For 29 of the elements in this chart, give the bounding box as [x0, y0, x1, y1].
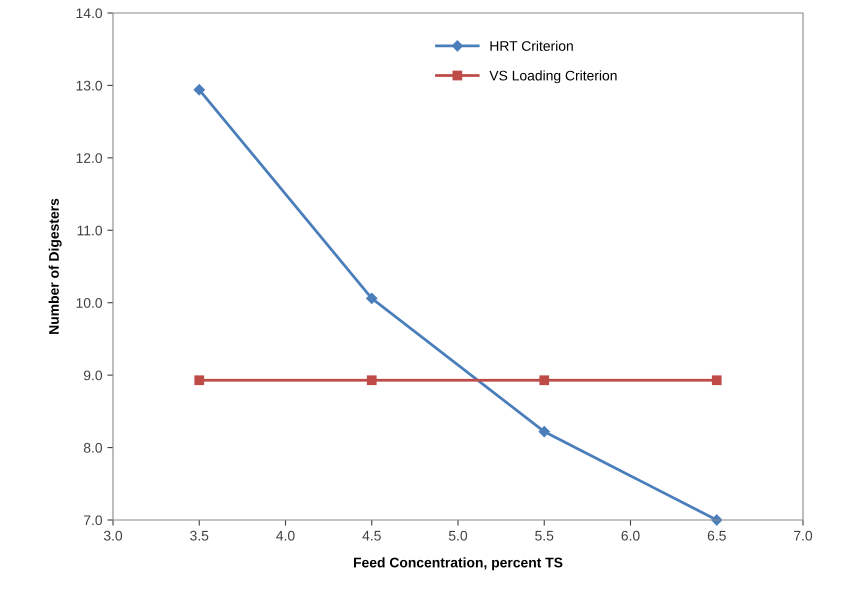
legend-label: HRT Criterion: [490, 40, 573, 51]
y-tick-label: 10.0: [76, 298, 102, 308]
point: [194, 375, 204, 386]
x-tick-label: 7.0: [794, 530, 812, 541]
point: [194, 84, 205, 96]
y-tick-label: 9.0: [84, 370, 102, 380]
x-tick-label: 5.0: [448, 530, 468, 541]
x-tick-label: 3.5: [190, 530, 208, 541]
point: [711, 514, 722, 526]
y-axis-title: Number of Digesters: [48, 198, 62, 334]
point: [712, 375, 722, 386]
point: [366, 375, 377, 386]
y-tick-label: 13.0: [76, 80, 102, 91]
point: [538, 426, 550, 438]
point: [539, 375, 550, 386]
y-tick-label: 14.0: [76, 8, 102, 18]
x-axis-title: Feed Concentration, percent TS: [354, 557, 562, 570]
x-tick-label: 3.0: [104, 530, 122, 541]
y-tick-label: 11.0: [78, 226, 102, 236]
point: [366, 292, 378, 304]
legend-label: VS Loading Criterion: [489, 70, 617, 84]
y-tick-label: 8.0: [84, 442, 102, 453]
x-tick-label: 6.5: [708, 530, 726, 541]
x-tick-label: 4.0: [276, 530, 295, 541]
x-tick-label: 4.5: [362, 530, 381, 541]
x-tick-label: 5.5: [535, 530, 554, 541]
y-tick-label: 7.0: [84, 515, 102, 526]
y-tick-label: 12.0: [76, 153, 102, 164]
x-tick-label: 6.0: [622, 530, 640, 541]
